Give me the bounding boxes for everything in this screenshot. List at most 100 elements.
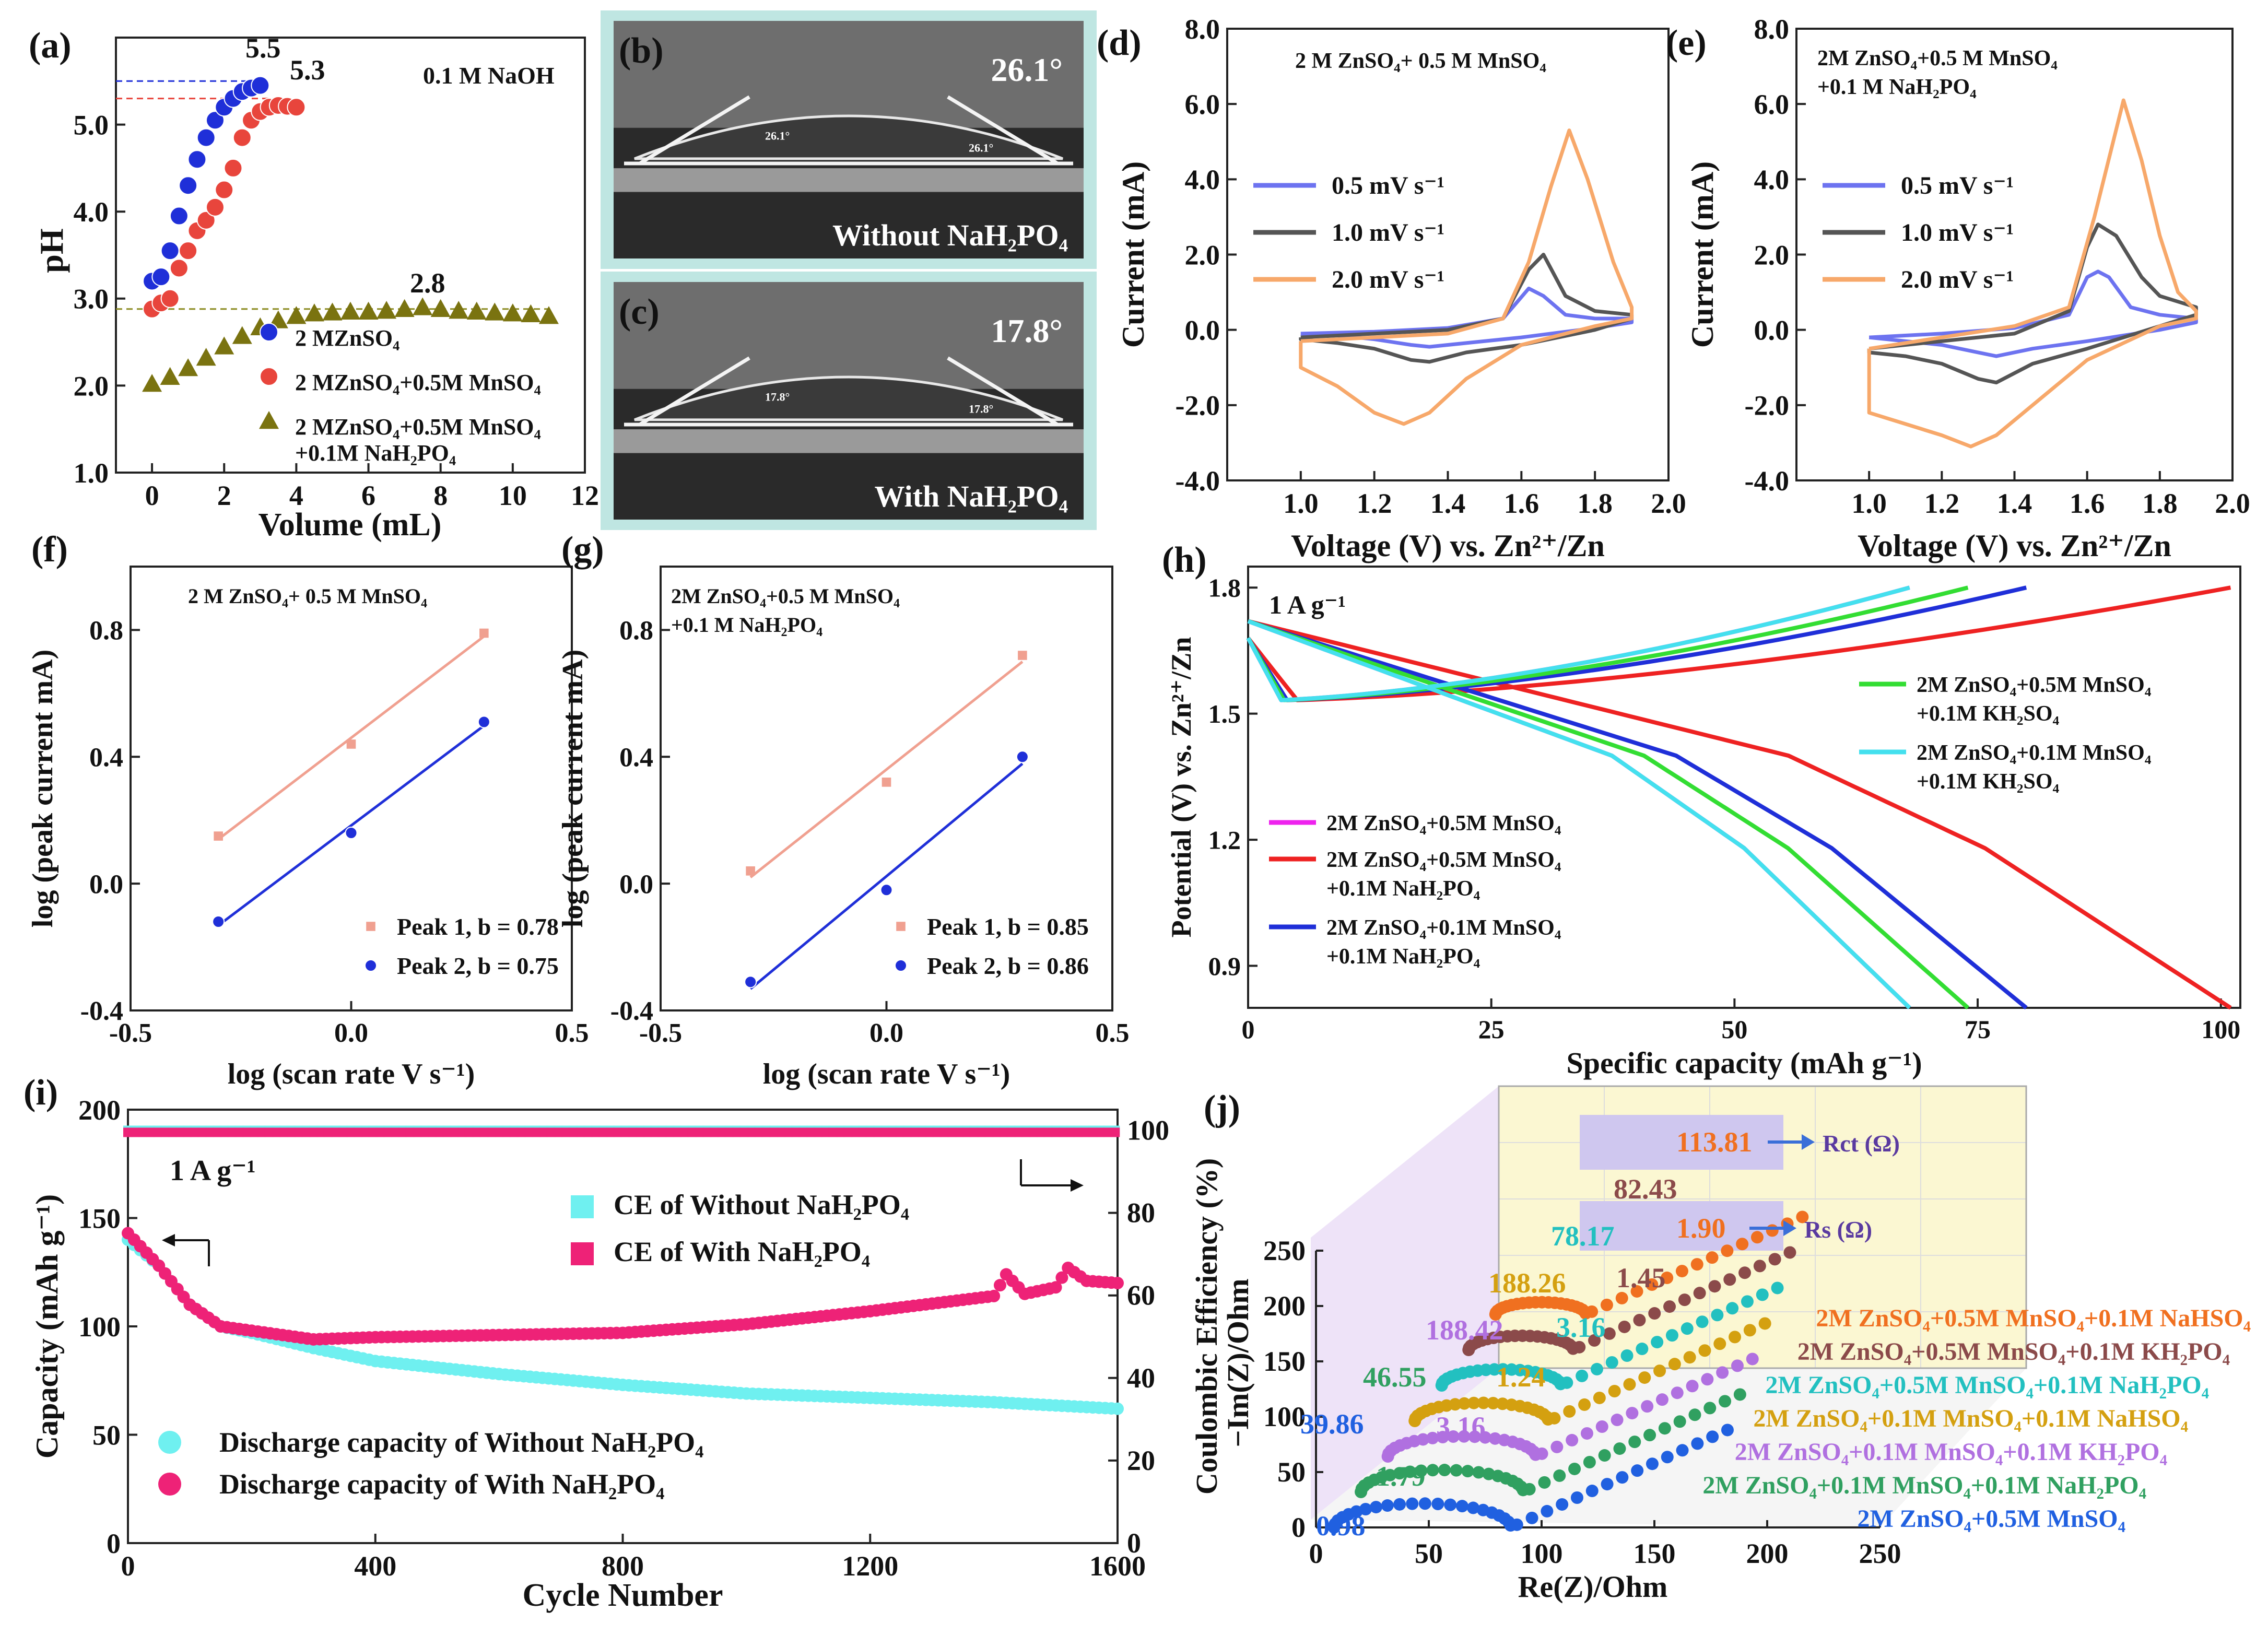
ce-point — [442, 1127, 452, 1137]
ce-point — [910, 1127, 920, 1137]
ce-point — [717, 1127, 726, 1137]
ce-point — [494, 1127, 504, 1137]
impedance-point — [1638, 1371, 1651, 1384]
ce-point — [761, 1127, 771, 1137]
x-tick-label: 50 — [1721, 1015, 1747, 1044]
impedance-point — [1488, 1432, 1501, 1445]
ce-point — [687, 1127, 697, 1137]
y-tick-label: 0.0 — [1754, 315, 1790, 346]
impedance-point — [1556, 1498, 1569, 1511]
y-tick-label: 1.0 — [74, 457, 109, 489]
y-tick-label: 1.2 — [1208, 826, 1241, 855]
ce-point — [642, 1127, 652, 1137]
panel-label: (h) — [1162, 540, 1207, 580]
data-point — [746, 866, 755, 876]
ce-point — [1073, 1127, 1083, 1137]
contact-angle-value: 26.1° — [991, 51, 1063, 88]
impedance-point — [1706, 1430, 1719, 1443]
y-tick-label: -2.0 — [1176, 390, 1220, 421]
y-tick-label: 3.0 — [74, 284, 109, 315]
impedance-point — [1568, 1462, 1581, 1475]
y-tick-label: 0.4 — [619, 743, 653, 772]
ce-point — [813, 1127, 823, 1137]
legend-marker — [365, 959, 377, 972]
impedance-point — [1721, 1424, 1734, 1437]
cv-curve — [1299, 128, 1634, 426]
impedance-point — [1719, 1395, 1732, 1408]
ce-point — [390, 1127, 400, 1137]
impedance-point — [1560, 1376, 1573, 1389]
data-point — [1018, 651, 1027, 660]
impedance-point — [1467, 1396, 1480, 1409]
charge-curve — [1246, 585, 2027, 702]
data-point — [224, 158, 243, 178]
rs-value: 3.16 — [1436, 1411, 1486, 1442]
impedance-point — [1438, 1464, 1451, 1477]
ce-point — [1080, 1127, 1090, 1137]
x-tick-label: 0 — [1242, 1015, 1255, 1044]
ce-point — [145, 1127, 155, 1137]
legend-label: 2M ZnSO₄+0.1M MnSO₄+0.1M KH₂PO₄ — [1735, 1438, 2167, 1466]
data-point — [286, 306, 307, 324]
ce-point — [1014, 1127, 1024, 1137]
plot-frame — [115, 37, 586, 474]
ce-point — [323, 1127, 333, 1137]
x-tick-label: 0 — [145, 480, 159, 511]
y-tick-label: 150 — [1263, 1346, 1306, 1377]
charge-curve — [1246, 585, 1910, 702]
ce-point — [212, 1127, 222, 1137]
data-point — [214, 831, 223, 841]
impedance-point — [1658, 1422, 1671, 1435]
ce-point — [575, 1127, 585, 1137]
data-point — [251, 76, 270, 95]
legend-label: 2M ZnSO₄+0.5M MnSO₄ — [1326, 811, 1561, 836]
impedance-point — [1741, 1295, 1754, 1308]
rct-value: 78.17 — [1551, 1220, 1615, 1252]
ce-point — [457, 1127, 467, 1137]
impedance-point — [1655, 1393, 1668, 1406]
data-point — [880, 884, 893, 897]
x-tick-label: 12 — [571, 480, 599, 511]
x-tick-label: 1600 — [1089, 1550, 1146, 1582]
data-point — [178, 358, 198, 377]
data-point — [538, 306, 559, 324]
y2-tick-label: 20 — [1127, 1445, 1155, 1476]
x-tick-label: 0 — [1309, 1538, 1323, 1569]
impedance-point — [1598, 1449, 1611, 1462]
ce-point — [227, 1127, 237, 1137]
ce-point — [828, 1127, 838, 1137]
data-point — [322, 302, 343, 321]
impedance-point — [1578, 1398, 1591, 1411]
data-point — [169, 258, 189, 278]
impedance-point — [1585, 1485, 1599, 1498]
fit-line — [217, 724, 485, 927]
ce-point — [123, 1127, 133, 1137]
x-tick-label: 2.0 — [1651, 488, 1686, 519]
impedance-point — [1630, 1285, 1643, 1298]
y2-axis-title: Coulombic Efficiency (%) — [1190, 1158, 1224, 1495]
y-tick-label: 5.0 — [74, 110, 109, 141]
x-tick-label: 75 — [1965, 1015, 1991, 1044]
data-point — [466, 301, 487, 320]
legend-marker — [260, 367, 278, 386]
rs-value: 1.90 — [1676, 1213, 1726, 1244]
rate-annotation: 1 A g⁻¹ — [170, 1155, 256, 1187]
impedance-point — [1406, 1497, 1419, 1510]
data-point — [479, 628, 489, 638]
x-tick-label: 800 — [602, 1550, 644, 1582]
ce-point — [561, 1127, 571, 1137]
ce-point — [754, 1127, 764, 1137]
ce-point — [635, 1127, 645, 1137]
impedance-point — [1688, 1408, 1701, 1421]
ce-point — [836, 1127, 845, 1137]
y-tick-label: 1.8 — [1208, 573, 1241, 603]
legend-label: 2 MZnSO₄+0.5M MnSO₄ — [295, 370, 541, 395]
data-point — [205, 111, 225, 130]
impedance-point — [1370, 1501, 1383, 1514]
y-tick-label: 0 — [107, 1528, 121, 1559]
ce-point — [791, 1127, 801, 1137]
rct-label: Rct (Ω) — [1823, 1130, 1900, 1157]
impedance-point — [1613, 1442, 1626, 1455]
ce-point — [932, 1127, 942, 1137]
